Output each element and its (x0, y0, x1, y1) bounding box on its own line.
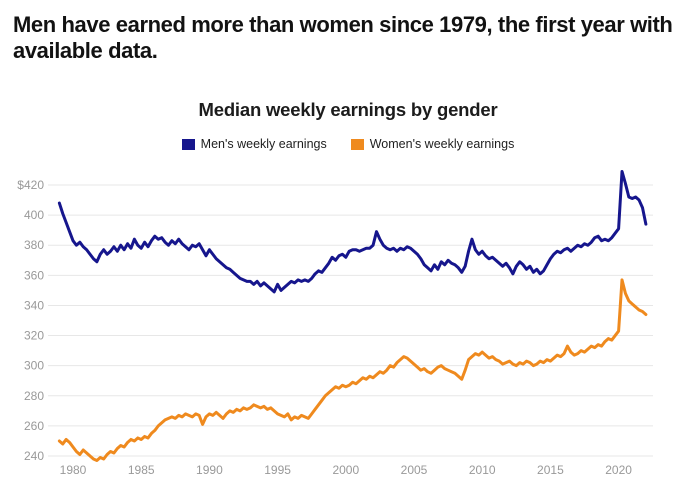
chart-title: Median weekly earnings by gender (198, 99, 498, 120)
x-tick-label: 1990 (196, 463, 223, 477)
x-tick-label: 1995 (264, 463, 291, 477)
y-tick-label: 320 (24, 329, 44, 343)
women-earnings-line (57, 278, 648, 463)
x-axis-tick-labels: 1980 1985 1990 1995 2000 2005 2010 2015 2020 (60, 463, 633, 477)
x-tick-label: 2010 (469, 463, 496, 477)
y-tick-label: 240 (24, 449, 44, 463)
legend-item-women: Women's weekly earnings (350, 137, 515, 151)
y-tick-label: 360 (24, 268, 44, 282)
y-axis-tick-labels: $420 400 380 360 340 320 300 280 260 240 (17, 178, 44, 463)
y-tick-label: 400 (24, 208, 44, 222)
y-tick-label: $420 (17, 178, 44, 192)
legend-item-men: Men's weekly earnings (181, 137, 327, 151)
y-tick-label: 300 (24, 359, 44, 373)
gridlines-group (48, 184, 653, 457)
y-tick-label: 280 (24, 389, 44, 403)
x-tick-label: 2000 (332, 463, 359, 477)
x-tick-label: 2015 (537, 463, 564, 477)
headline: Men have earned more than women since 19… (13, 12, 673, 64)
x-tick-label: 2005 (401, 463, 428, 477)
legend-label-men: Men's weekly earnings (200, 137, 327, 151)
men-earnings-line (57, 169, 648, 294)
x-tick-label: 2020 (605, 463, 632, 477)
y-tick-label: 340 (24, 298, 44, 312)
x-tick-label: 1980 (60, 463, 87, 477)
women-series-swatch-icon (350, 138, 364, 150)
x-tick-label: 1985 (128, 463, 155, 477)
chart-legend: Men's weekly earnings Women's weekly ear… (0, 137, 696, 151)
y-tick-label: 260 (24, 419, 44, 433)
series-lines-group (57, 169, 648, 463)
men-series-swatch-icon (181, 138, 195, 150)
legend-label-women: Women's weekly earnings (369, 137, 515, 151)
y-tick-label: 380 (24, 238, 44, 252)
